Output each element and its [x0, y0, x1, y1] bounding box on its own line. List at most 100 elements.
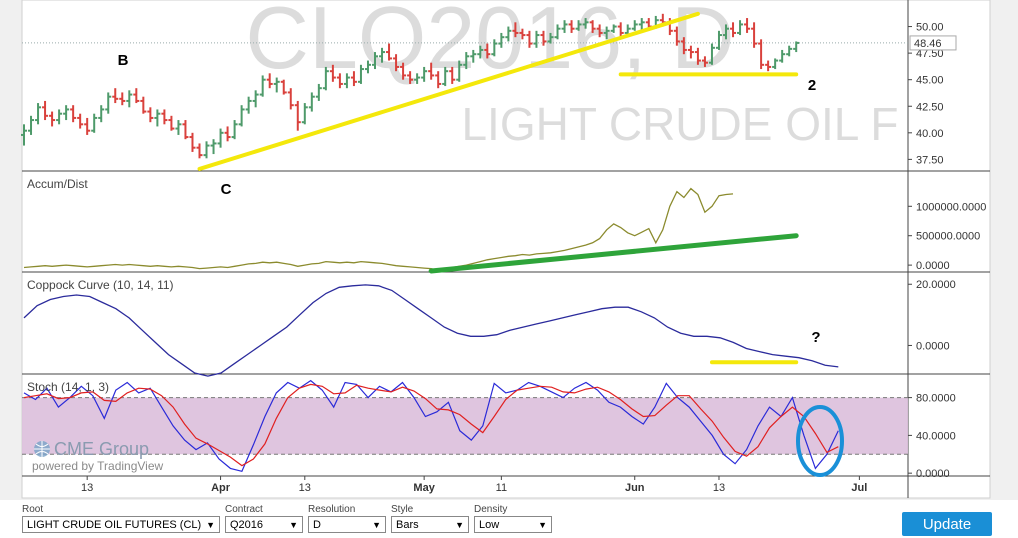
y-tick-label: 45.00	[916, 75, 944, 87]
density-label: Density	[474, 504, 508, 515]
ohlc-bar	[617, 22, 624, 38]
ohlc-bar	[477, 45, 484, 59]
ohlc-bar	[414, 73, 421, 84]
y-tick-label: 20.0000	[916, 279, 956, 291]
contract-label: Contract	[225, 504, 263, 515]
contract-select[interactable]: Q2016 ▼	[225, 516, 303, 533]
ohlc-bar	[449, 66, 456, 84]
root-select[interactable]: LIGHT CRUDE OIL FUTURES (CL) ▼	[22, 516, 220, 533]
chevron-down-icon: ▼	[538, 520, 547, 530]
resolution-value: D	[313, 519, 321, 531]
y-tick-label: 40.0000	[916, 430, 956, 442]
ohlc-bar	[196, 143, 203, 159]
chart-canvas[interactable]: CLQ2016, D LIGHT CRUDE OIL F 50.0047.504…	[0, 0, 1018, 500]
ohlc-bar	[435, 71, 442, 89]
coppock-title: Coppock Curve (10, 14, 11)	[27, 278, 174, 292]
ohlc-bar	[21, 124, 27, 146]
chevron-down-icon: ▼	[289, 520, 298, 530]
resolution-label: Resolution	[308, 504, 356, 515]
ohlc-bar	[498, 32, 505, 48]
root-label: Root	[22, 504, 44, 515]
ohlc-bar	[70, 105, 77, 123]
ohlc-bar	[126, 90, 133, 108]
ohlc-bar	[744, 18, 751, 33]
ohlc-bar	[680, 37, 687, 55]
ohlc-bar	[140, 96, 147, 114]
ohlc-bar	[217, 128, 224, 148]
annotation-2: 2	[808, 77, 816, 94]
y-tick-label: 0.0000	[916, 260, 950, 272]
stoch-highlight-circle	[796, 405, 844, 477]
ohlc-bar	[133, 88, 140, 104]
ohlc-bar	[673, 26, 680, 46]
watermark-name: LIGHT CRUDE OIL F	[461, 98, 898, 150]
ohlc-bar	[554, 24, 561, 40]
update-button[interactable]: Update	[902, 512, 992, 536]
ohlc-bar	[582, 18, 589, 29]
root-control: Root LIGHT CRUDE OIL FUTURES (CL) ▼	[22, 503, 220, 533]
ohlc-bar	[91, 113, 98, 133]
x-tick-label: 13	[713, 482, 725, 494]
ohlc-bar	[329, 64, 336, 82]
x-tick-label: Apr	[211, 482, 231, 494]
resolution-control: Resolution D ▼	[308, 503, 386, 533]
style-select[interactable]: Bars ▼	[391, 516, 469, 533]
ohlc-bar	[35, 103, 42, 125]
contract-control: Contract Q2016 ▼	[225, 503, 303, 533]
y-tick-label: 1000000.0000	[916, 201, 986, 213]
x-tick-label: Jul	[851, 482, 867, 494]
annotation-c: C	[221, 181, 232, 198]
contract-value: Q2016	[230, 519, 264, 531]
ohlc-bar	[161, 109, 168, 125]
annotation-layer	[197, 11, 799, 365]
ohlc-bar	[428, 62, 435, 80]
ohlc-bar	[294, 100, 301, 131]
chevron-down-icon: ▼	[455, 520, 464, 530]
ohlc-bar	[42, 100, 49, 121]
ohlc-bar	[315, 83, 322, 101]
ohlc-bar	[491, 39, 498, 57]
ohlc-bar	[119, 92, 126, 106]
ohlc-bar	[252, 90, 259, 108]
stoch-band-layer	[22, 397, 908, 455]
ohlc-bar	[224, 126, 231, 142]
stoch-k-line	[23, 379, 839, 473]
ohlc-bar	[386, 43, 393, 61]
ohlc-bar	[273, 77, 280, 93]
ohlc-bar	[203, 141, 210, 159]
ohlc-bar	[779, 49, 786, 63]
ohlc-bar	[715, 30, 722, 50]
ohlc-bar	[336, 73, 343, 89]
y-tick-label: 0.0000	[916, 340, 950, 352]
ohlc-bar	[575, 20, 582, 31]
ohlc-bar	[322, 66, 329, 91]
ohlc-bar	[526, 30, 533, 48]
cme-group-logo: CME Group	[34, 439, 149, 459]
ohlc-bar	[105, 92, 112, 114]
powered-by-text: powered by TradingView	[32, 459, 164, 473]
ohlc-bar	[624, 24, 631, 36]
x-tick-label: May	[413, 482, 435, 494]
density-select[interactable]: Low ▼	[474, 516, 552, 533]
ohlc-bar	[631, 20, 638, 31]
chevron-down-icon: ▼	[206, 520, 215, 530]
ohlc-bar	[357, 64, 364, 84]
ohlc-bar	[786, 45, 793, 57]
y-tick-label: 40.00	[916, 128, 944, 140]
ohlc-bar	[364, 60, 371, 74]
ohlc-bar	[56, 109, 63, 125]
ohlc-bar	[568, 20, 575, 33]
ohlc-bar	[772, 58, 779, 70]
ohlc-bar	[350, 71, 357, 87]
ohlc-bar	[421, 66, 428, 82]
ohlc-bar	[266, 73, 273, 89]
ohlc-bar	[512, 22, 519, 38]
ohlc-bar	[393, 54, 400, 72]
last-price-box	[909, 35, 957, 51]
ohlc-bar	[638, 18, 645, 31]
resolution-select[interactable]: D ▼	[308, 516, 386, 533]
y-tick-label: 47.50	[916, 48, 944, 60]
ohlc-bar	[442, 66, 449, 87]
ohlc-bar	[182, 120, 189, 140]
ohlc-bar	[189, 132, 196, 152]
